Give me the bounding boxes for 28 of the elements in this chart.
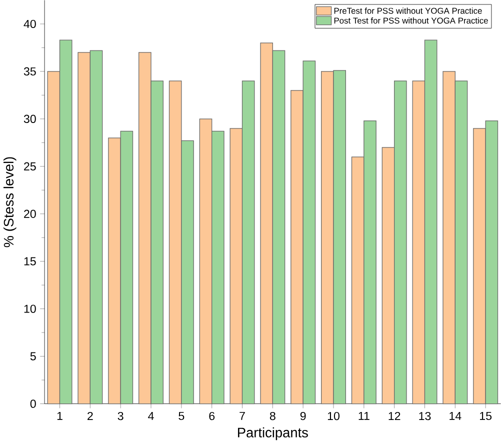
x-tick-label: 4 xyxy=(148,412,154,420)
y-tick-label: 15 xyxy=(24,257,36,266)
legend-label: PreTest for PSS without YOGA Practice xyxy=(334,8,482,14)
x-tick-label: 11 xyxy=(358,412,370,420)
x-tick-label: 15 xyxy=(480,412,492,420)
y-tick-label: 5 xyxy=(30,352,36,361)
y-tick-label: 20 xyxy=(24,210,36,218)
legend-label: Post Test for PSS without YOGA Practice xyxy=(334,18,488,24)
x-tick-label: 12 xyxy=(388,412,400,420)
y-tick-label: 30 xyxy=(24,114,36,124)
x-tick-label: 14 xyxy=(450,412,462,420)
y-tick-label: 10 xyxy=(24,304,36,314)
x-tick-label: 8 xyxy=(270,412,276,420)
y-tick-label: 0 xyxy=(30,400,36,408)
x-tick-label: 7 xyxy=(240,412,245,420)
x-tick-label: 10 xyxy=(328,412,340,420)
x-tick-label: 3 xyxy=(118,412,124,420)
x-tick-label: 13 xyxy=(419,412,431,420)
x-tick-label: 6 xyxy=(209,412,215,420)
x-axis-title: Participants xyxy=(238,428,308,440)
y-axis-title: % (Stess level) xyxy=(4,157,16,248)
x-tick-label: 9 xyxy=(300,412,306,420)
x-tick-label: 2 xyxy=(88,412,93,420)
y-tick-label: 35 xyxy=(24,68,36,76)
y-tick-label: 25 xyxy=(24,162,36,171)
y-tick-label: 40 xyxy=(24,20,36,28)
x-tick-label: 5 xyxy=(178,412,184,420)
x-tick-label: 1 xyxy=(57,412,62,420)
